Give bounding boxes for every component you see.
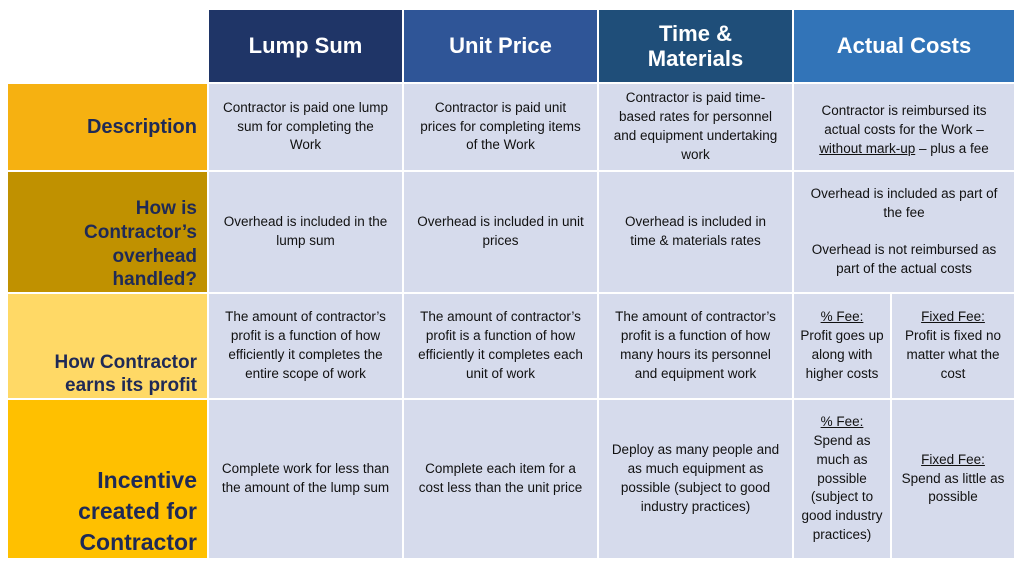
description-actual-costs-underlined: without mark-up (819, 140, 916, 156)
row-label-incentive: Incentive created for Contractor (8, 400, 207, 558)
incentive-label-line3: Contractor (79, 528, 197, 555)
incentive-label-line1: Incentive (97, 466, 197, 493)
incentive-percent-fee-label: % Fee: (820, 413, 864, 429)
description-actual-costs: Contractor is reimbursed its actual cost… (794, 84, 1014, 170)
incentive-percent-fee-text: Spend as much as possible (subject to go… (801, 432, 883, 543)
overhead-unit-price: Overhead is included in unit prices (404, 172, 597, 292)
overhead-label-line1: How is (135, 198, 197, 219)
incentive-label-line2: created for (78, 497, 197, 524)
incentive-lump-sum: Complete work for less than the amount o… (209, 400, 402, 558)
description-actual-costs-part1: Contractor is reimbursed its actual cost… (821, 103, 987, 137)
profit-unit-price: The amount of contractor’s profit is a f… (404, 294, 597, 398)
corner-cell (8, 10, 207, 82)
profit-percent-fee: % Fee: Profit goes up along with higher … (794, 294, 890, 398)
profit-label-line2: earns its profit (65, 375, 197, 397)
overhead-actual-costs-not-reimbursed: Overhead is not reimbursed as part of th… (811, 242, 997, 276)
overhead-label-line4: handled? (112, 269, 197, 291)
incentive-unit-price: Complete each item for a cost less than … (404, 400, 597, 558)
header-lump-sum: Lump Sum (209, 10, 402, 82)
overhead-actual-costs-fee: Overhead is included as part of the fee (810, 186, 998, 221)
incentive-fixed-fee-label: Fixed Fee: (921, 451, 985, 467)
header-time-materials-line1: Time & (659, 20, 732, 46)
incentive-fixed-fee-text: Spend as little as possible (901, 470, 1005, 505)
description-unit-price: Contractor is paid unit prices for compl… (404, 84, 597, 170)
overhead-lump-sum: Overhead is included in the lump sum (209, 172, 402, 292)
profit-time-materials: The amount of contractor’s profit is a f… (599, 294, 792, 398)
overhead-time-materials: Overhead is included in time & materials… (599, 172, 792, 292)
overhead-label-line3: overhead (112, 245, 197, 267)
overhead-actual-costs: Overhead is included as part of the fee … (794, 172, 1014, 292)
profit-fixed-fee-label: Fixed Fee: (921, 309, 985, 325)
overhead-label-line2: Contractor’s (84, 221, 197, 243)
description-actual-costs-part2: – plus a fee (915, 140, 989, 156)
profit-label-line1: How Contractor (54, 351, 198, 373)
description-lump-sum: Contractor is paid one lump sum for comp… (209, 84, 402, 170)
header-time-materials-line2: Materials (647, 46, 744, 71)
contract-types-table: Lump Sum Unit Price Time & Materials Act… (8, 10, 1014, 558)
header-unit-price: Unit Price (404, 10, 597, 82)
header-actual-costs: Actual Costs (794, 10, 1014, 82)
profit-fixed-fee: Fixed Fee: Profit is fixed no matter wha… (892, 294, 1014, 398)
incentive-time-materials: Deploy as many people and as much equipm… (599, 400, 792, 558)
profit-percent-fee-text: Profit goes up along with higher costs (800, 328, 884, 381)
header-time-materials: Time & Materials (599, 10, 792, 82)
incentive-percent-fee: % Fee: Spend as much as possible (subjec… (794, 400, 890, 558)
row-label-profit: How Contractor earns its profit (8, 294, 207, 398)
profit-fixed-fee-text: Profit is fixed no matter what the cost (904, 328, 1002, 381)
row-label-overhead: How is Contractor’s overhead handled? (8, 172, 207, 292)
profit-percent-fee-label: % Fee: (820, 309, 864, 325)
incentive-fixed-fee: Fixed Fee: Spend as little as possible (892, 400, 1014, 558)
profit-lump-sum: The amount of contractor’s profit is a f… (209, 294, 402, 398)
row-label-description: Description (8, 84, 207, 170)
description-time-materials: Contractor is paid time-based rates for … (599, 84, 792, 170)
